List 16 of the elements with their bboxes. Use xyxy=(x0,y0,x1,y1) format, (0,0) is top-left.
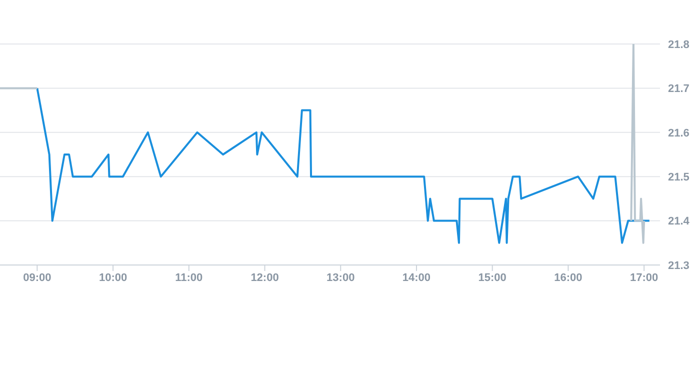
x-tick-label: 11:00 xyxy=(175,272,203,284)
x-tick-label: 10:00 xyxy=(98,272,128,284)
y-tick-label: 21.3 xyxy=(668,260,690,272)
x-tick-label: 09:00 xyxy=(23,272,52,284)
y-tick-label: 21.6 xyxy=(668,127,690,140)
y-tick-label: 21.8 xyxy=(668,38,690,51)
x-tick-label: 17:00 xyxy=(630,272,658,284)
x-tick-label: 13:00 xyxy=(326,272,355,284)
x-tick-label: 16:00 xyxy=(554,272,582,284)
y-tick-label: 21.7 xyxy=(668,83,690,96)
y-tick-label: 21.4 xyxy=(668,216,690,228)
line-series xyxy=(36,87,650,244)
x-tick-label: 14:00 xyxy=(402,272,431,284)
x-tick-label: 15:00 xyxy=(478,272,506,284)
x-tick-label: 12:00 xyxy=(250,272,279,284)
y-tick-label: 21.5 xyxy=(668,172,690,184)
